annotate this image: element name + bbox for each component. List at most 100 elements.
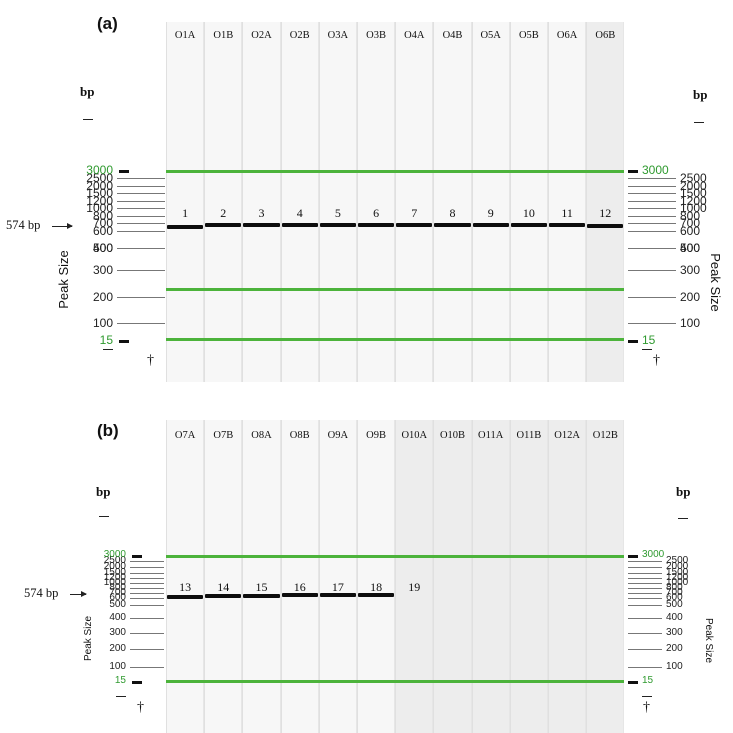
tick-left: [130, 593, 164, 594]
bp-dash-left-b: [99, 516, 109, 517]
lane-number: 18: [370, 580, 383, 594]
lane-number: 7: [411, 206, 418, 220]
panel-a: (a) O1A O1B O2A O2B O3A O3B O4A O4B O5A O5B O6A O6B…: [6, 14, 723, 382]
tick-label-right: 1200: [666, 572, 689, 583]
tick-label-right: 300: [666, 627, 683, 638]
tick-left: [117, 297, 165, 298]
tick-left: [130, 573, 164, 574]
tick-label-left: 700: [109, 587, 126, 598]
marker-label-left-marker_lower: 15: [114, 675, 126, 686]
tick-right: [628, 561, 662, 562]
tick-right: [628, 583, 662, 584]
tick-right: [628, 201, 676, 202]
tick-label-left: 1000: [86, 200, 113, 215]
gel-lane: [357, 420, 396, 733]
tick-label-right: 2500: [666, 555, 689, 566]
tick-label-right: 800: [680, 208, 701, 223]
gel-lane: [166, 420, 205, 733]
marker-label-left-marker_upper: 3000: [103, 549, 126, 560]
dna-band-574bp: [281, 593, 318, 597]
lane-label: O10A: [401, 430, 428, 441]
lane-number: 5: [334, 206, 341, 220]
lane-label: O8B: [289, 430, 310, 441]
lane-label: O9B: [366, 430, 387, 441]
lane-number: 6: [373, 206, 380, 220]
lane-number: 17: [331, 580, 344, 594]
tick-right: [628, 618, 662, 619]
dna-band-574bp: [319, 223, 356, 227]
tick-right: [628, 193, 676, 194]
lane-label: O4B: [442, 30, 463, 41]
lane-label: O7A: [174, 430, 196, 441]
marker-dash-right: [628, 170, 638, 173]
dna-band-574bp: [434, 223, 471, 227]
tick-label-right: 1200: [680, 193, 707, 208]
lane-number: 1: [182, 206, 189, 220]
tick-label-right: 2000: [666, 561, 689, 572]
marker-label-right-marker_upper: 3000: [642, 162, 669, 177]
tick-left: [117, 208, 165, 209]
tick-label-right: 400: [680, 241, 701, 255]
lane-label: O3A: [327, 30, 349, 41]
dagger-dash: [642, 696, 652, 697]
lane-label: O6B: [595, 30, 616, 41]
tick-label-right: 700: [680, 215, 701, 230]
tick-right: [628, 270, 676, 271]
lane-number: 9: [487, 206, 494, 220]
lane-number: 2: [220, 206, 227, 220]
marker-label-right-marker_lower: 15: [642, 675, 654, 686]
lane-number: 15: [255, 580, 268, 594]
marker-label-right-marker_upper: 3000: [642, 549, 665, 560]
gel-lane: [586, 420, 625, 733]
dna-band-574bp: [281, 223, 318, 227]
tick-label-left: 100: [109, 661, 126, 672]
tick-left: [130, 578, 164, 579]
tick-label-right: 300: [680, 263, 701, 277]
tick-right: [628, 178, 676, 179]
lane-number: 10: [522, 206, 535, 220]
tick-label-left: 1500: [86, 185, 113, 200]
gel-lane: [204, 420, 243, 733]
dagger-left-b: †: [137, 700, 144, 715]
dna-band-574bp: [396, 223, 433, 227]
gel-lane: [395, 420, 434, 733]
tick-label-right: 1500: [680, 185, 707, 200]
tick-label-left: 2000: [86, 178, 113, 193]
tick-label-left: 200: [109, 643, 126, 654]
tick-label-left: 2500: [86, 170, 113, 185]
gel-lane: [395, 22, 434, 382]
tick-right: [628, 186, 676, 187]
gel-lane: [318, 420, 357, 733]
tick-left: [117, 201, 165, 202]
tick-label-right: 600: [680, 223, 701, 238]
tick-right: [628, 573, 662, 574]
tick-right: [628, 588, 662, 589]
tick-right: [628, 216, 676, 217]
gel-lane: [471, 22, 510, 382]
dagger-right: †: [653, 353, 660, 368]
tick-label-left: 600: [92, 223, 113, 238]
dna-band-574bp: [167, 225, 204, 229]
tick-label-left: 800: [92, 208, 113, 223]
peak-size-label-left-b: Peak Size: [83, 615, 95, 662]
tick-label-right: 800: [666, 582, 683, 593]
tick-right: [628, 248, 676, 249]
bp-label-right-b: bp: [676, 484, 691, 499]
tick-label-left: 2500: [103, 555, 126, 566]
tick-label-right: 700: [666, 587, 683, 598]
tick-label-left: 1500: [103, 567, 126, 578]
marker-line: [166, 338, 625, 341]
lane-label: O5A: [480, 30, 501, 41]
marker-label-right-marker_lower: 15: [642, 332, 656, 347]
panel-a-label: (a): [97, 14, 118, 33]
gel-lane: [471, 420, 510, 733]
gel-lane: [204, 22, 243, 382]
tick-left: [117, 216, 165, 217]
bp-dash-left: [83, 119, 93, 120]
dna-band-574bp: [243, 223, 280, 227]
tick-label-left: 500: [92, 240, 113, 255]
tick-right: [628, 208, 676, 209]
tick-left: [130, 618, 164, 619]
lane-number: 3: [258, 206, 265, 220]
lane-label: O4A: [404, 30, 425, 41]
